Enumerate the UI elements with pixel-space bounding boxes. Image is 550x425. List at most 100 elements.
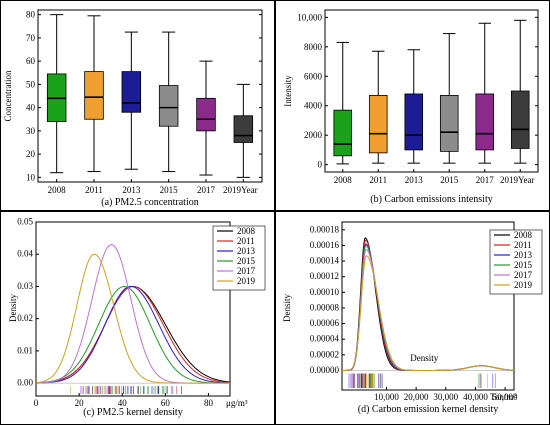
density-curve-2013 [36,285,230,384]
y-tick-label: 0.00008 [310,302,340,312]
y-tick-label: 40 [26,103,36,113]
x-tick-label: 2008 [334,175,353,185]
y-tick-label: 70 [26,33,36,43]
y-tick-label: 0.04 [17,249,33,259]
x-tick-label: 20,000 [404,392,429,402]
x-axis-unit: Ton/m² [490,392,516,402]
box-2011 [84,71,104,120]
x-tick-label: 2013 [405,175,424,185]
y-tick-label: 0 [318,160,323,170]
density-curve-2019 [35,253,230,384]
y-tick-label: 0.01 [17,345,33,355]
panel-c-density: 0.00 0.01 0.02 0.03 0.04 0.05 0 20 40 60 80 μg/m³ De… [8,217,266,418]
y-tick-label: 0.00014 [310,256,340,266]
box-2015 [439,95,459,152]
panel-d-density: 0.00000 0.00002 0.00004 0.00006 0.00008 0.000… [282,221,543,415]
x-tick-label: 2017 [476,175,495,185]
curve-annotation: Density [410,353,438,363]
y-tick-label: 0.00000 [310,365,340,375]
x-tick-label: 2019Year [500,175,535,185]
panel-caption: (d) Carbon emission kernel density [358,404,499,415]
legend-box [212,225,266,291]
x-tick-label: 40,000 [463,392,488,402]
box-2008 [333,109,353,157]
legend-label-2015: 2015 [237,256,256,266]
legend-label-2008: 2008 [237,226,256,236]
x-tick-label: 60 [161,398,171,408]
y-tick-label: 0.05 [17,217,33,227]
panel-caption: (a) PM2.5 concentration [101,197,198,208]
plot-area-frame [341,221,515,391]
plot-area-frame [37,9,263,183]
density-curve-2013 [342,243,514,371]
density-curve-2015 [36,285,230,384]
panel-caption: (b) Carbon emissions intensity [370,194,493,205]
x-axis-unit: μg/m³ [226,398,248,408]
y-tick-label: 8000 [304,42,323,52]
x-tick-label: 2015 [440,175,459,185]
x-tick-label: 2011 [85,185,103,195]
x-tick-label: 0 [34,398,39,408]
box-2019 [233,115,254,143]
y-axis-label: Density [8,294,18,322]
x-tick-label: 2017 [197,185,216,195]
y-tick-label: 0.00006 [310,318,340,328]
y-tick-label: 20 [26,149,36,159]
y-tick-label: 50 [26,79,36,89]
legend-label-2017: 2017 [237,266,256,276]
legend-label-2011: 2011 [514,240,532,250]
y-axis-label: Concentration [3,70,13,121]
x-tick-label: 10,000 [374,392,399,402]
plot-area-frame [324,9,539,173]
y-tick-label: 0.00016 [310,240,340,250]
legend-label-2011: 2011 [237,236,255,246]
legend-label-2008: 2008 [514,230,533,240]
y-tick-label: 4000 [304,101,323,111]
x-tick-label: 2008 [48,185,67,195]
x-tick-label: 2013 [122,185,141,195]
panel-caption: (c) PM2.5 kernel density [83,407,182,418]
density-curve-2019 [342,255,514,371]
y-tick-label: 0.00012 [310,271,339,281]
density-curve-2011 [342,239,514,371]
legend-label-2019: 2019 [237,276,256,286]
density-curve-2011 [35,285,231,384]
y-tick-label: 0.00 [17,378,33,388]
plot-area-frame [35,221,231,397]
box-2015 [158,85,179,127]
legend-box [489,229,543,295]
legend-label-2019: 2019 [514,280,533,290]
density-curve-2017 [36,244,230,384]
y-tick-label: 30 [26,126,36,136]
box-2017 [475,93,495,151]
x-tick-label: 30,000 [433,392,458,402]
box-2013 [121,71,142,113]
y-tick-label: 6000 [304,71,323,81]
density-curve-2008 [35,285,231,384]
y-tick-label: 0.03 [17,281,33,291]
density-curve-2008 [342,237,514,371]
y-tick-label: 0.00002 [310,349,339,359]
x-tick-label: 80 [204,398,214,408]
y-tick-label: 80 [26,10,36,20]
x-tick-label: 2019Year [223,185,258,195]
y-tick-label: 2000 [304,130,323,140]
y-axis-label: Density [282,294,292,322]
x-tick-label: 40 [118,398,128,408]
x-tick-label: 50,000 [493,392,518,402]
legend-label-2017: 2017 [514,270,533,280]
legend-label-2015: 2015 [514,260,533,270]
y-tick-label: 10,000 [297,12,322,22]
y-tick-label: 0.00004 [310,334,340,344]
y-tick-label: 0.00010 [310,287,340,297]
box-2013 [404,93,424,151]
box-2017 [196,97,216,132]
y-tick-label: 0.02 [17,313,33,323]
y-tick-label: 0.00018 [310,224,340,234]
x-tick-label: 2011 [369,175,387,185]
density-curve-2015 [342,244,514,371]
x-tick-label: 20 [75,398,85,408]
